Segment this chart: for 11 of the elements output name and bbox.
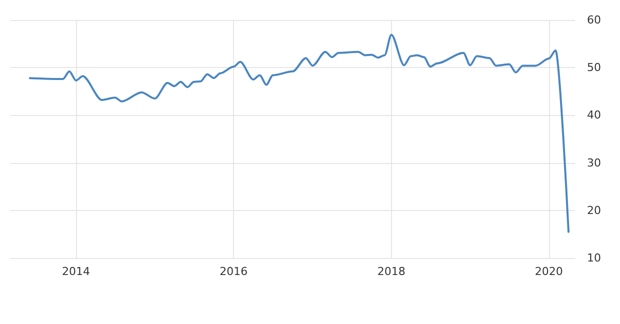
x-tick-label: 2018 bbox=[377, 265, 406, 278]
x-tick-label: 2020 bbox=[534, 265, 563, 278]
y-tick-label: 20 bbox=[587, 204, 601, 217]
y-tick-label: 50 bbox=[587, 61, 601, 74]
y-tick-label: 10 bbox=[587, 252, 601, 264]
x-tick-label: 2014 bbox=[62, 265, 90, 278]
y-tick-label: 40 bbox=[587, 108, 601, 122]
line-series bbox=[28, 34, 570, 233]
y-tick-label: 30 bbox=[587, 156, 601, 170]
y-tick-label: 60 bbox=[587, 14, 601, 26]
x-tick-label: 2016 bbox=[220, 265, 248, 278]
